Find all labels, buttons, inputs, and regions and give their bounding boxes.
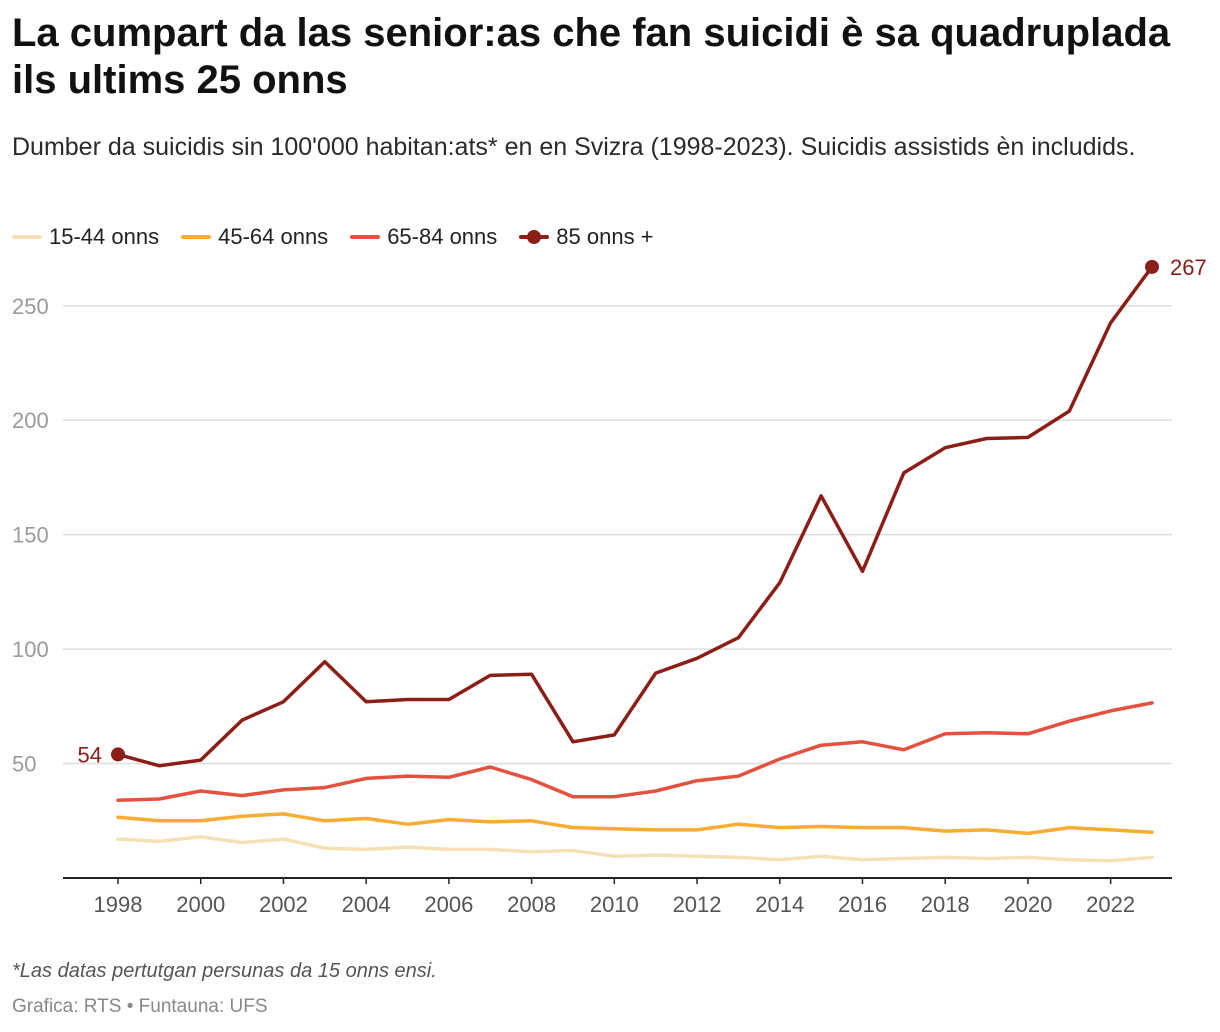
x-tick-label-2020: 2020 [1003,892,1052,917]
legend-dot-85-plus [527,230,542,244]
legend-item-85-plus[interactable]: 85 onns + [519,224,654,250]
x-tick-label-2018: 2018 [921,892,970,917]
data-point-1998 [111,747,125,762]
x-tick-label-2004: 2004 [342,892,391,917]
series-line-45-64-onns [116,812,1154,836]
x-tick-label-2006: 2006 [424,892,473,917]
footnote: *Las datas pertutgan persunas da 15 onns… [12,960,437,982]
y-tick-label-100: 100 [12,637,49,662]
legend-item-45-64[interactable]: 45-64 onns [181,224,328,250]
x-tick-label-2010: 2010 [590,892,639,917]
legend-swatch-85-plus [519,230,550,244]
source-credit: Grafica: RTS • Funtauna: UFS [12,996,268,1017]
legend-swatch-15-44 [12,235,42,239]
chart-subtitle: Dumber da suicidis sin 100'000 habitan:a… [12,133,1136,161]
series-line-15-44-onns [116,835,1154,863]
legend-label-15-44: 15-44 onns [49,224,160,249]
x-tick-label-2002: 2002 [259,892,308,917]
legend-swatch-45-64 [181,235,212,239]
x-tick-label-2012: 2012 [673,892,722,917]
data-label-2023: 267 [1170,255,1207,280]
legend-label-85-plus: 85 onns + [556,224,654,249]
data-label-1998: 54 [78,742,102,767]
data-point-2023 [1145,259,1159,274]
legend-label-65-84: 65-84 onns [387,224,498,249]
x-tick-label-1998: 1998 [94,892,143,917]
y-tick-label-150: 150 [12,523,49,548]
y-tick-label-50: 50 [12,752,36,777]
y-tick-label-250: 250 [12,294,49,319]
series-line-85-onns [116,265,1154,768]
x-tick-label-2000: 2000 [176,892,225,917]
legend-label-45-64: 45-64 onns [218,224,329,249]
x-tick-label-2022: 2022 [1086,892,1135,917]
legend-swatch-65-84 [350,235,381,239]
x-tick-label-2016: 2016 [838,892,887,917]
chart-title: La cumpart da las senior:as che fan suic… [12,11,1171,102]
series-line-65-84-onns [116,701,1154,802]
legend-item-15-44[interactable]: 15-44 onns [12,224,159,250]
x-tick-label-2008: 2008 [507,892,556,917]
x-tick-label-2014: 2014 [755,892,804,917]
y-tick-label-200: 200 [12,408,49,433]
legend: 15-44 onns 45-64 onns 65-84 onns 85 onns… [12,224,676,250]
legend-item-65-84[interactable]: 65-84 onns [350,224,497,250]
